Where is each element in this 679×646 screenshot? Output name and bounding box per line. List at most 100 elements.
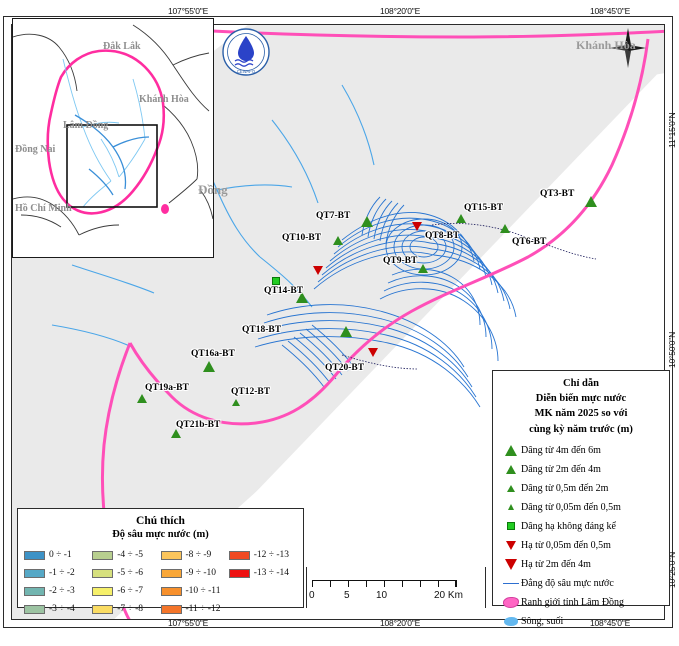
guide-legend-row-fall-005-05m: Hạ từ 0,05m đến 0,5m — [501, 536, 669, 555]
depth-legend-item: -4 ÷ -5 — [92, 546, 160, 564]
depth-legend-item-empty — [229, 582, 297, 600]
graticule-bottom-label-3: 108°45'0"E — [590, 618, 631, 628]
depth-swatch-label: -11 ÷ -12 — [185, 604, 221, 615]
station-label-QT20-BT: QT20-BT — [325, 363, 365, 373]
scale-bar: 0 5 10 20 Km — [306, 567, 486, 608]
depth-swatch-label: -7 ÷ -8 — [117, 604, 144, 615]
depth-legend-item-empty — [229, 600, 297, 618]
graticule-top-label-3: 108°45'0"E — [590, 6, 631, 16]
station-symbol-QT3-BT[interactable] — [585, 196, 597, 207]
river-blob-icon — [501, 614, 521, 628]
guide-legend-row-negligible: Dâng hạ không đáng kể — [501, 517, 669, 536]
depth-swatch — [160, 550, 182, 560]
inset-lamdong-boundary — [46, 49, 166, 215]
depth-swatch-label: 0 ÷ -1 — [49, 550, 72, 561]
station-symbol-QT10-BT[interactable] — [333, 236, 343, 245]
graticule-top-label-1: 107°55'0"E — [168, 6, 209, 16]
guide-legend-label: Hạ từ 2m đến 4m — [521, 558, 591, 570]
graticule-top-label-2: 108°20'0"E — [380, 6, 421, 16]
depth-legend-title: Chú thích — [136, 515, 185, 527]
depth-legend-subtitle: Độ sâu mực nước (m) — [112, 529, 209, 541]
guide-legend-label: Dâng từ 0,5m đến 2m — [521, 482, 609, 494]
depth-swatch — [92, 604, 114, 614]
depth-swatch-label: -9 ÷ -10 — [185, 568, 217, 579]
depth-legend-item: 0 ÷ -1 — [24, 546, 92, 564]
station-symbol-unnamed-fall-1[interactable] — [313, 266, 323, 275]
guide-legend-title-4: cùng kỳ năm trước (m) — [529, 423, 633, 435]
guide-legend-row-rise-4-6m: Dâng từ 4m đến 6m — [501, 441, 669, 460]
inset-neighbour-boundaries — [13, 24, 213, 236]
guide-legend-row-province-boundary: Ranh giới tỉnh Lâm Đồng — [501, 593, 669, 612]
place-label-khanh-hoa: Khánh Hòa — [576, 38, 636, 52]
station-label-QT21b-BT: QT21b-BT — [176, 420, 221, 430]
depth-swatch — [160, 604, 182, 614]
station-symbol-QT15-BT[interactable] — [456, 214, 466, 223]
guide-legend-label: Sông, suối — [521, 615, 564, 627]
guide-legend-row-rise-2-4m: Dâng từ 2m đến 4m — [501, 460, 669, 479]
locator-inset-map: Đắk Lắk Khánh Hòa Lâm Đồng Đồng Nai Hồ C… — [12, 18, 214, 258]
station-label-QT12-BT: QT12-BT — [231, 387, 271, 397]
depth-legend-item: -3 ÷ -4 — [24, 600, 92, 618]
station-symbol-QT16a-BT[interactable] — [203, 361, 215, 372]
triangle-up-tiny-icon — [501, 500, 521, 514]
station-symbol-QT19a-BT[interactable] — [137, 394, 147, 403]
station-label-QT14-BT: QT14-BT — [264, 286, 304, 296]
depth-swatch-label: -12 ÷ -13 — [253, 550, 290, 561]
depth-swatch-label: -1 ÷ -2 — [49, 568, 75, 579]
depth-legend-item: -2 ÷ -3 — [24, 582, 92, 600]
guide-legend-label: Ranh giới tỉnh Lâm Đồng — [521, 596, 625, 608]
depth-legend-item: -8 ÷ -9 — [160, 546, 229, 564]
guide-legend-label: Dâng từ 2m đến 4m — [521, 463, 601, 475]
station-symbol-negligible-1[interactable] — [272, 277, 280, 285]
depth-legend-item: -9 ÷ -10 — [160, 564, 229, 582]
depth-swatch-label: -3 ÷ -4 — [49, 604, 75, 615]
depth-swatch-label: -6 ÷ -7 — [117, 586, 144, 597]
depth-legend-item: -7 ÷ -8 — [92, 600, 160, 618]
triangle-down-large-icon — [501, 557, 521, 571]
guide-legend-row-river: Sông, suối — [501, 612, 669, 631]
station-symbol-QT21b-BT[interactable] — [171, 429, 181, 438]
depth-swatch — [92, 550, 114, 560]
station-symbol-QT7-BT[interactable] — [361, 216, 373, 227]
depth-swatch-label: -4 ÷ -5 — [117, 550, 144, 561]
north-arrow-icon — [608, 26, 648, 70]
station-symbol-QT9-BT[interactable] — [418, 264, 428, 273]
depth-swatch-label: -5 ÷ -6 — [117, 568, 144, 579]
depth-swatch — [24, 586, 45, 596]
triangle-up-small-icon — [501, 481, 521, 495]
station-label-QT19a-BT: QT19a-BT — [145, 383, 189, 393]
depth-legend-item: -10 ÷ -11 — [160, 582, 229, 600]
inset-label-dong-nai: Đồng Nai — [15, 144, 56, 155]
station-symbol-QT20-BT[interactable] — [368, 348, 378, 357]
square-green-icon — [501, 519, 521, 533]
depth-swatch — [228, 568, 250, 578]
place-label-dong: Đồng — [198, 182, 228, 197]
depth-swatch — [228, 550, 250, 560]
guide-legend-title-1: Chỉ dẫn — [563, 378, 599, 389]
depth-swatch — [24, 568, 45, 578]
depth-swatch-label: -10 ÷ -11 — [185, 586, 221, 597]
station-label-QT8-BT: QT8-BT — [425, 231, 460, 241]
depth-legend-item: -12 ÷ -13 — [228, 546, 297, 564]
station-symbol-QT12-BT[interactable] — [232, 399, 240, 406]
inset-label-lam-dong: Lâm Đồng — [63, 120, 109, 131]
station-symbol-QT18-BT[interactable] — [340, 326, 352, 337]
triangle-up-medium-icon — [501, 462, 521, 476]
guide-legend-rows: Dâng từ 4m đến 6m Dâng từ 2m đến 4m Dâng… — [493, 441, 669, 631]
station-symbol-QT14-BT[interactable] — [296, 292, 308, 303]
station-symbol-QT6-BT[interactable] — [500, 224, 510, 233]
depth-swatch — [24, 604, 45, 614]
depth-legend-item: -1 ÷ -2 — [24, 564, 92, 582]
inset-islet — [161, 204, 169, 214]
station-label-QT16a-BT: QT16a-BT — [191, 349, 235, 359]
inset-label-ho-chi-minh: Hồ Chí Minh — [15, 203, 72, 214]
inset-label-khanh-hoa: Khánh Hòa — [139, 94, 189, 105]
station-symbol-QT8-BT[interactable] — [412, 222, 422, 231]
graticule-right-label-1: 11°15'0"N — [667, 112, 677, 148]
inset-vector — [13, 19, 213, 257]
depth-legend-item: -5 ÷ -6 — [92, 564, 160, 582]
guide-legend-label: Dâng từ 4m đến 6m — [521, 444, 601, 456]
depth-swatch — [92, 586, 114, 596]
station-label-QT7-BT: QT7-BT — [316, 211, 351, 221]
logo-text: CEWAFO — [237, 69, 256, 74]
